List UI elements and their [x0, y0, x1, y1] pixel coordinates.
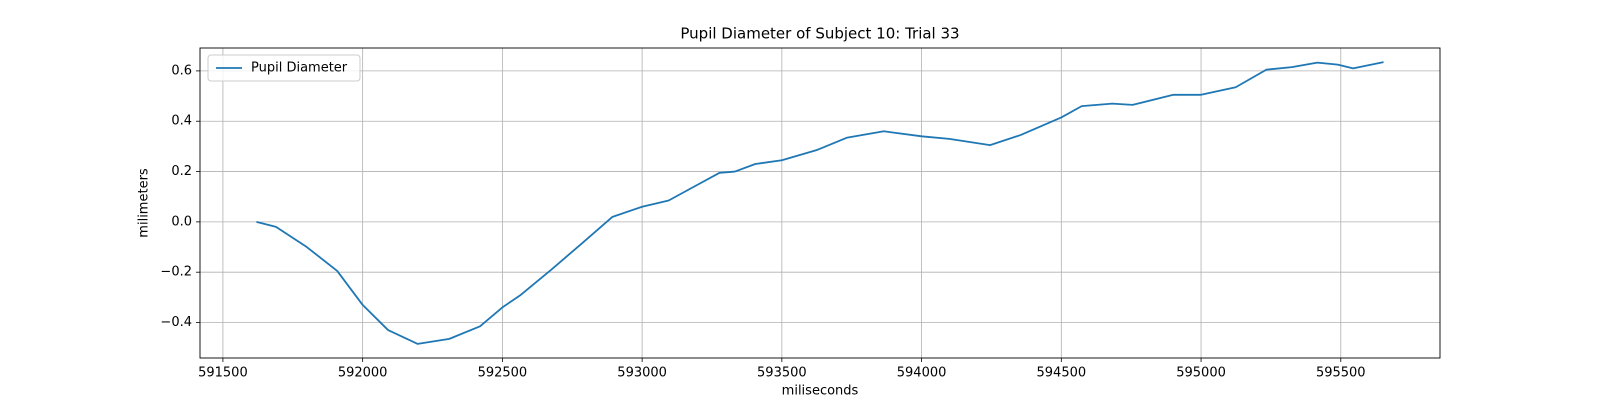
legend-label: Pupil Diameter	[251, 61, 348, 76]
x-tick-label: 595500	[1316, 366, 1366, 381]
x-tick-label: 595000	[1176, 366, 1226, 381]
plot-frame	[199, 47, 1441, 359]
x-tick-label: 592000	[338, 366, 388, 381]
legend-box	[207, 54, 361, 82]
x-tick-label: 593500	[757, 366, 807, 381]
y-tick-label: −0.4	[160, 315, 192, 330]
x-tick-label: 591500	[198, 366, 248, 381]
x-axis-label: miliseconds	[782, 384, 859, 399]
y-tick-label: 0.2	[171, 164, 192, 179]
x-tick-label: 592500	[478, 366, 528, 381]
y-tick-label: −0.2	[160, 265, 192, 280]
y-tick-label: 0.6	[171, 63, 192, 78]
x-tick-label: 594500	[1037, 366, 1087, 381]
y-tick-label: 0.4	[171, 114, 192, 129]
y-tick-label: 0.0	[171, 214, 192, 229]
x-tick-label: 593000	[617, 366, 667, 381]
chart-title: Pupil Diameter of Subject 10: Trial 33	[680, 25, 959, 43]
y-axis-label: milimeters	[137, 168, 152, 238]
data-line	[256, 61, 1384, 345]
x-tick-label: 594000	[897, 366, 947, 381]
